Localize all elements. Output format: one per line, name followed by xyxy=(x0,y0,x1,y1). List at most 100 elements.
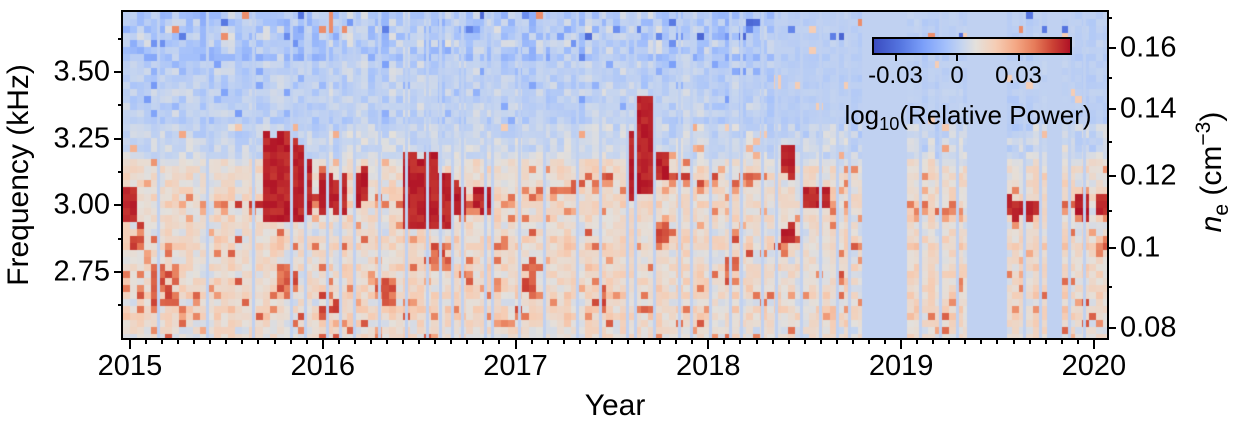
tick-mark xyxy=(1107,285,1112,288)
tick-mark xyxy=(1107,108,1116,111)
freq-tick-label: 3.00 xyxy=(53,188,110,221)
tick-mark xyxy=(819,338,822,344)
ne-tick-label: 0.16 xyxy=(1120,31,1177,64)
ne-tick-label: 0.14 xyxy=(1120,92,1177,125)
colorbar xyxy=(872,37,1072,55)
ne-tick-label: 0.1 xyxy=(1120,231,1161,264)
ne-tick-label: 0.08 xyxy=(1120,311,1177,344)
tick-mark xyxy=(118,237,123,240)
tick-mark xyxy=(835,338,838,344)
tick-mark xyxy=(466,338,469,344)
tick-mark xyxy=(128,338,131,349)
tick-mark xyxy=(578,338,581,344)
ne-unit: (cm xyxy=(1195,145,1228,204)
tick-mark xyxy=(193,338,196,344)
tick-mark xyxy=(418,338,421,344)
tick-mark xyxy=(900,338,903,349)
tick-mark xyxy=(1107,17,1112,20)
tick-mark xyxy=(209,338,212,344)
tick-mark xyxy=(1107,210,1112,213)
tick-mark xyxy=(530,338,533,344)
x-tick-label: 2016 xyxy=(290,350,355,382)
tick-mark xyxy=(948,338,951,344)
tick-mark xyxy=(851,338,854,344)
ne-subscript: e xyxy=(1210,203,1233,216)
tick-mark xyxy=(932,338,935,344)
tick-mark xyxy=(626,338,629,344)
freq-tick-label: 3.25 xyxy=(53,122,110,155)
x-tick-label: 2019 xyxy=(868,350,934,382)
tick-mark xyxy=(257,338,260,344)
tick-mark xyxy=(321,338,324,349)
tick-mark xyxy=(675,338,678,344)
ne-unit-close: ) xyxy=(1195,111,1228,122)
tick-mark xyxy=(482,338,485,344)
ne-symbol: n xyxy=(1195,215,1228,233)
tick-mark xyxy=(771,338,774,344)
tick-mark xyxy=(118,304,123,307)
tick-mark xyxy=(114,137,123,140)
tick-mark xyxy=(610,338,613,344)
x-tick-label: 2017 xyxy=(483,350,548,382)
left-axis-title: Frequency (kHz) xyxy=(2,64,35,286)
tick-mark xyxy=(1092,338,1095,349)
tick-mark xyxy=(964,338,967,344)
colorbar-tick-label: 0.03 xyxy=(995,62,1042,89)
tick-mark xyxy=(659,338,662,344)
tick-mark xyxy=(691,338,694,344)
tick-mark xyxy=(1060,338,1063,344)
tick-mark xyxy=(562,338,565,344)
tick-mark xyxy=(177,338,180,344)
tick-mark xyxy=(114,204,123,207)
tick-mark xyxy=(980,338,983,344)
tick-mark xyxy=(916,338,919,344)
x-tick-label: 2015 xyxy=(97,350,163,382)
freq-tick-label: 3.50 xyxy=(53,55,110,88)
tick-mark xyxy=(1076,338,1079,344)
tick-mark xyxy=(1107,46,1116,49)
tick-mark xyxy=(114,71,123,74)
tick-mark xyxy=(145,338,147,344)
tick-mark xyxy=(337,338,340,344)
tick-mark xyxy=(884,338,887,344)
tick-mark xyxy=(289,338,292,344)
ne-unit-exponent: −3 xyxy=(1192,121,1215,146)
x-tick-label: 2018 xyxy=(676,350,741,382)
ne-tick-label: 0.12 xyxy=(1120,159,1177,192)
colorbar-tick-label: -0.03 xyxy=(868,62,923,89)
tick-mark xyxy=(996,338,999,344)
x-tick-label: 2020 xyxy=(1061,350,1127,382)
tick-mark xyxy=(498,338,501,344)
tick-mark xyxy=(241,338,244,344)
tick-mark xyxy=(385,338,388,344)
tick-mark xyxy=(643,338,646,344)
right-axis-title: ne (cm−3) xyxy=(1192,22,1233,322)
tick-mark xyxy=(739,338,742,344)
freq-tick-label: 2.75 xyxy=(53,255,110,288)
tick-mark xyxy=(450,338,453,344)
colorbar-label: log10(Relative Power) xyxy=(844,100,1092,135)
tick-mark xyxy=(118,104,123,107)
tick-mark xyxy=(787,338,790,344)
tick-mark xyxy=(723,338,726,344)
colorbar-tick xyxy=(1017,53,1020,61)
tick-mark xyxy=(1028,338,1031,344)
tick-mark xyxy=(1012,338,1015,344)
tick-mark xyxy=(867,338,870,344)
colorbar-tick-label: 0 xyxy=(950,62,964,89)
tick-mark xyxy=(114,270,123,273)
spectrogram-heatmap xyxy=(123,12,1107,338)
x-axis-title: Year xyxy=(584,389,646,422)
tick-mark xyxy=(369,338,372,344)
colorbar-tick xyxy=(956,53,959,61)
tick-mark xyxy=(1107,247,1116,250)
tick-mark xyxy=(118,171,123,174)
tick-mark xyxy=(803,338,806,344)
tick-mark xyxy=(402,338,405,344)
tick-mark xyxy=(1044,338,1047,344)
tick-mark xyxy=(1107,77,1112,80)
tick-mark xyxy=(755,338,758,344)
tick-mark xyxy=(353,338,356,344)
colorbar-tick xyxy=(894,53,897,61)
